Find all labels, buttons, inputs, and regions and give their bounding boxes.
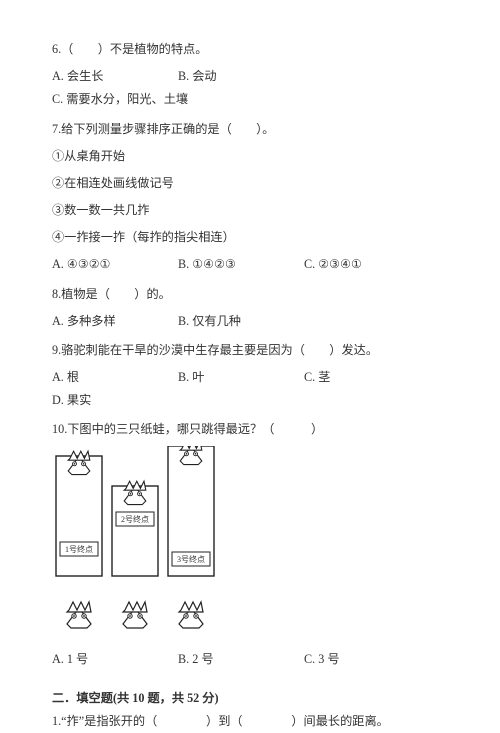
q10-option-b: B. 2 号 xyxy=(178,648,296,671)
q7-step-4: ④一拃接一拃（每拃的指尖相连） xyxy=(52,226,448,249)
q9-option-a: A. 根 xyxy=(52,366,170,389)
q6-stem: 6.（ ）不是植物的特点。 xyxy=(52,38,448,61)
q8-stem: 8.植物是（ ）的。 xyxy=(52,283,448,306)
q7-option-a: A. ④③②① xyxy=(52,253,170,276)
q9-option-b: B. 叶 xyxy=(178,366,296,389)
q9-stem: 9.骆驼刺能在干旱的沙漠中生存最主要是因为（ ）发达。 xyxy=(52,339,448,362)
q10-stem: 10.下图中的三只纸蛙，哪只跳得最远？（ ） xyxy=(52,418,448,441)
q6-option-c: C. 需要水分，阳光、土壤 xyxy=(52,88,188,111)
q9-option-c: C. 茎 xyxy=(304,366,422,389)
q10-options: A. 1 号 B. 2 号 C. 3 号 xyxy=(52,648,448,671)
q10-option-a: A. 1 号 xyxy=(52,648,170,671)
svg-text:2号终点: 2号终点 xyxy=(121,514,149,524)
q9-options: A. 根 B. 叶 C. 茎 D. 果实 xyxy=(52,366,448,412)
svg-text:1号终点: 1号终点 xyxy=(65,544,93,554)
q10-option-c: C. 3 号 xyxy=(304,648,340,671)
q6-option-a: A. 会生长 xyxy=(52,65,170,88)
q6-options: A. 会生长 B. 会动 C. 需要水分，阳光、土壤 xyxy=(52,65,448,111)
q7-step-1: ①从桌角开始 xyxy=(52,145,448,168)
q7-options: A. ④③②① B. ①④②③ C. ②③④① xyxy=(52,253,448,276)
svg-text:3号终点: 3号终点 xyxy=(177,554,205,564)
q7-option-b: B. ①④②③ xyxy=(178,253,296,276)
q7-step-3: ③数一数一共几拃 xyxy=(52,199,448,222)
q8-option-b: B. 仅有几种 xyxy=(178,310,241,333)
q9-option-d: D. 果实 xyxy=(52,389,112,412)
q8-options: A. 多种多样 B. 仅有几种 xyxy=(52,310,448,333)
q7-option-c: C. ②③④① xyxy=(304,253,362,276)
q7-stem: 7.给下列测量步骤排序正确的是（ ）。 xyxy=(52,118,448,141)
q10-figure: 1号终点 2号终点 3号终点 xyxy=(52,446,242,644)
q6-option-b: B. 会动 xyxy=(178,65,296,88)
q8-option-a: A. 多种多样 xyxy=(52,310,170,333)
q7-step-2: ②在相连处画线做记号 xyxy=(52,172,448,195)
s2-q1-stem: 1.“拃”是指张开的（ ）到（ ）间最长的距离。 xyxy=(52,710,448,733)
